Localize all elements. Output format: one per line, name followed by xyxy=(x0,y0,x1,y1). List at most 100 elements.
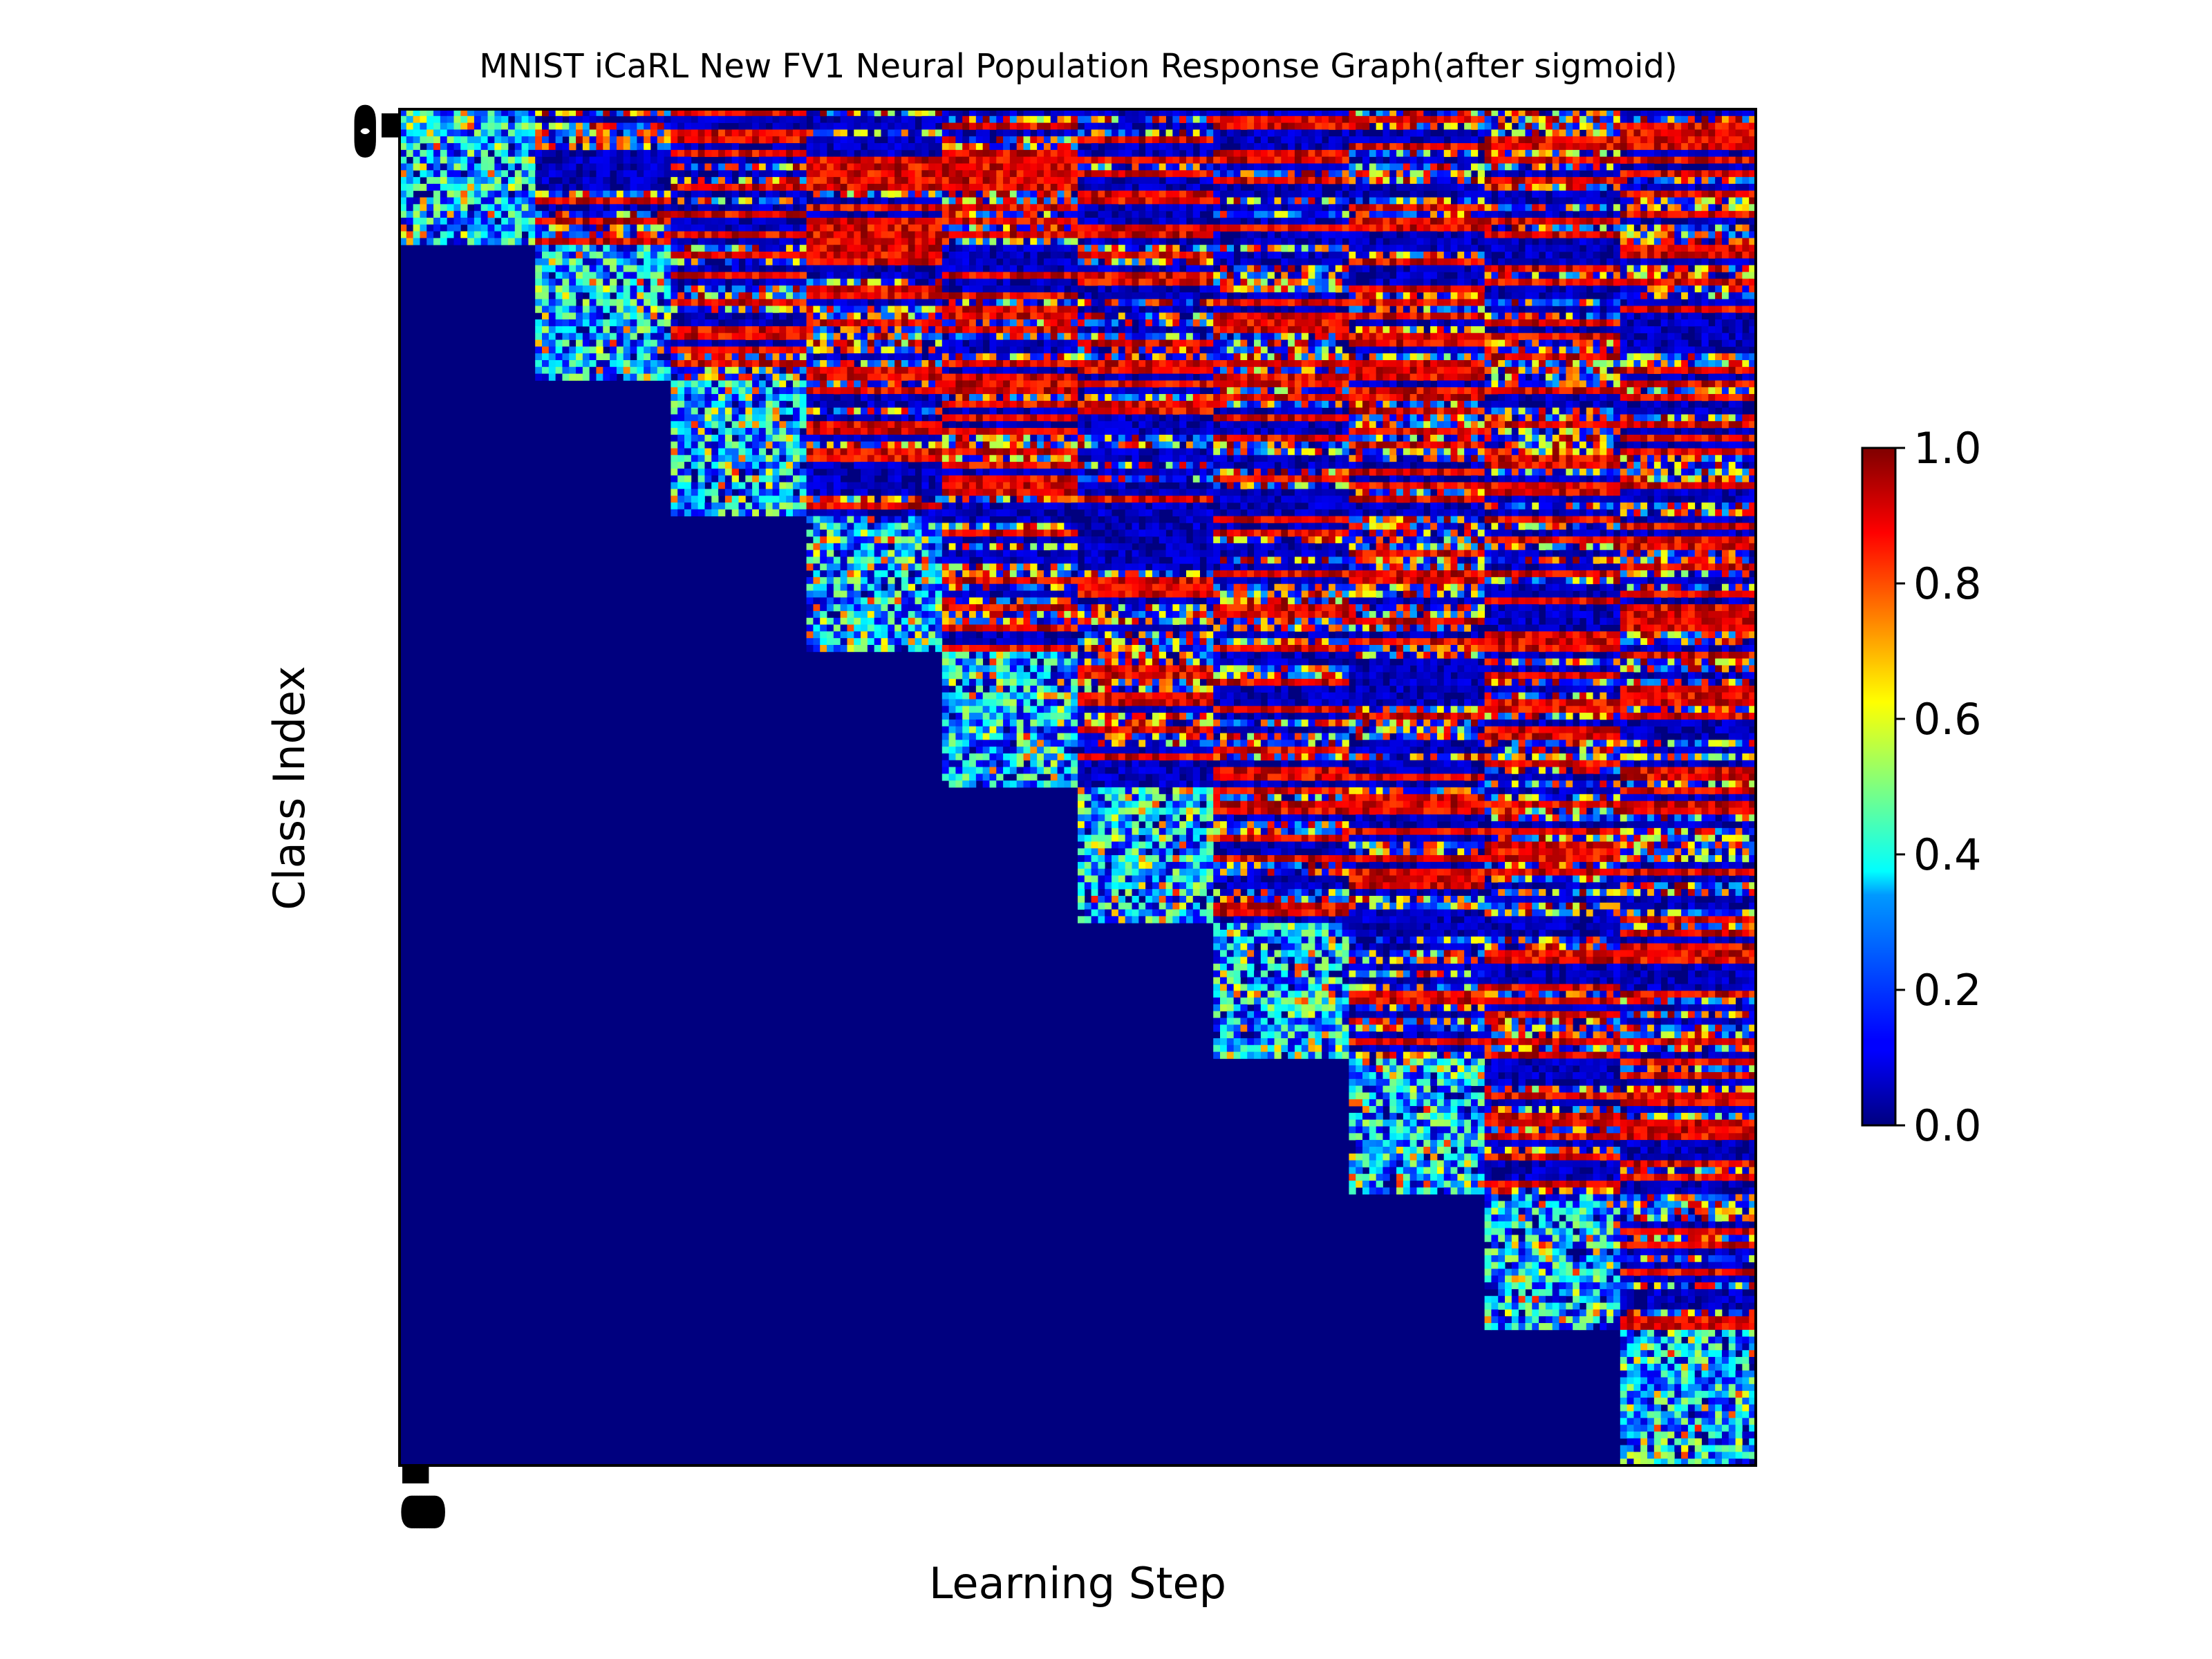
heatmap-cell xyxy=(1267,190,1275,198)
heatmap-cell xyxy=(1436,183,1445,191)
heatmap-cell xyxy=(813,258,821,266)
heatmap-cell xyxy=(1450,122,1458,130)
heatmap-cell xyxy=(582,170,590,178)
heatmap-cell xyxy=(677,332,685,340)
heatmap-cell xyxy=(677,163,685,171)
heatmap-cell xyxy=(704,143,712,151)
heatmap-cell xyxy=(480,197,488,205)
heatmap-cell xyxy=(1525,217,1533,225)
heatmap-cell xyxy=(881,332,888,340)
heatmap-cell xyxy=(555,136,563,144)
heatmap-cell xyxy=(888,217,895,225)
heatmap-cell xyxy=(786,258,794,266)
heatmap-cell xyxy=(1573,183,1580,191)
heatmap-cell xyxy=(1105,129,1112,137)
heatmap-cell xyxy=(772,163,780,171)
heatmap-cell xyxy=(827,122,834,130)
heatmap-cell xyxy=(501,170,509,178)
heatmap-cell xyxy=(1593,149,1600,158)
heatmap-cell xyxy=(779,149,787,158)
heatmap-cell xyxy=(1735,183,1743,191)
heatmap-cell xyxy=(792,177,800,185)
heatmap-cell xyxy=(888,129,895,137)
heatmap-cell xyxy=(888,211,895,218)
heatmap-cell xyxy=(576,122,583,130)
heatmap-cell xyxy=(1315,170,1322,178)
heatmap-cell xyxy=(1742,170,1750,178)
heatmap-cell xyxy=(915,177,922,185)
heatmap-cell xyxy=(799,319,807,327)
heatmap-cell xyxy=(1457,217,1465,225)
heatmap-cell xyxy=(1030,224,1038,232)
heatmap-cell xyxy=(1274,197,1282,205)
heatmap-cell xyxy=(684,366,692,374)
heatmap-cell xyxy=(1226,211,1235,218)
heatmap-cell xyxy=(1247,170,1255,178)
heatmap-cell xyxy=(1640,136,1648,144)
heatmap-cell xyxy=(888,359,895,368)
heatmap-cell xyxy=(1057,332,1065,340)
heatmap-cell xyxy=(1301,170,1309,178)
heatmap-cell xyxy=(535,156,543,164)
heatmap-cell xyxy=(1660,115,1668,124)
heatmap-cell xyxy=(1491,204,1499,212)
heatmap-cell xyxy=(610,258,617,266)
heatmap-cell xyxy=(874,122,881,130)
heatmap-cell xyxy=(1003,211,1011,218)
heatmap-cell xyxy=(758,326,767,334)
heatmap-cell xyxy=(1125,129,1132,137)
heatmap-cell xyxy=(724,258,733,266)
heatmap-cell xyxy=(1091,170,1098,178)
heatmap-cell xyxy=(1742,156,1750,164)
heatmap-cell xyxy=(677,217,685,225)
heatmap-cell xyxy=(1037,177,1044,185)
heatmap-cell xyxy=(623,190,630,198)
heatmap-cell xyxy=(1396,115,1404,124)
heatmap-cell xyxy=(1498,224,1506,232)
heatmap-cell xyxy=(657,224,664,232)
heatmap-cell xyxy=(562,170,570,178)
heatmap-cell xyxy=(1627,197,1634,205)
heatmap-cell xyxy=(806,265,814,272)
heatmap-cell xyxy=(1369,143,1377,151)
heatmap-cell xyxy=(589,265,597,272)
heatmap-cell xyxy=(962,136,970,144)
heatmap-cell xyxy=(1498,204,1506,212)
heatmap-cell xyxy=(548,170,556,178)
heatmap-cell xyxy=(555,312,563,320)
heatmap-cell xyxy=(1525,238,1533,245)
heatmap-cell xyxy=(888,183,895,191)
heatmap-cell xyxy=(1030,312,1038,320)
heatmap-cell xyxy=(1687,238,1696,245)
heatmap-cell xyxy=(1057,292,1065,300)
heatmap-cell xyxy=(1532,217,1539,225)
heatmap-cell xyxy=(1369,170,1377,178)
heatmap-cell xyxy=(1681,129,1689,137)
heatmap-cell xyxy=(1376,122,1383,130)
heatmap-cell xyxy=(1240,109,1248,117)
heatmap-cell xyxy=(1315,115,1322,124)
heatmap-cell xyxy=(644,156,651,164)
heatmap-cell xyxy=(487,190,495,198)
heatmap-cell xyxy=(1349,149,1356,158)
heatmap-cell xyxy=(874,190,881,198)
heatmap-cell xyxy=(1335,149,1342,158)
heatmap-cell xyxy=(962,265,970,272)
heatmap-cell xyxy=(962,238,970,245)
heatmap-cell xyxy=(827,299,834,306)
heatmap-cell xyxy=(792,319,800,327)
heatmap-cell xyxy=(969,163,977,171)
heatmap-cell xyxy=(772,346,780,354)
heatmap-cell xyxy=(1525,143,1533,151)
heatmap-cell xyxy=(1443,211,1451,218)
heatmap-cell xyxy=(650,319,658,327)
heatmap-cell xyxy=(427,224,434,232)
heatmap-cell xyxy=(1470,183,1479,191)
heatmap-cell xyxy=(989,217,997,225)
heatmap-cell xyxy=(528,197,536,205)
heatmap-cell xyxy=(1342,197,1349,205)
heatmap-cell xyxy=(637,373,644,381)
heatmap-cell xyxy=(1633,183,1641,191)
heatmap-cell xyxy=(623,197,630,205)
heatmap-cell xyxy=(1016,197,1024,205)
